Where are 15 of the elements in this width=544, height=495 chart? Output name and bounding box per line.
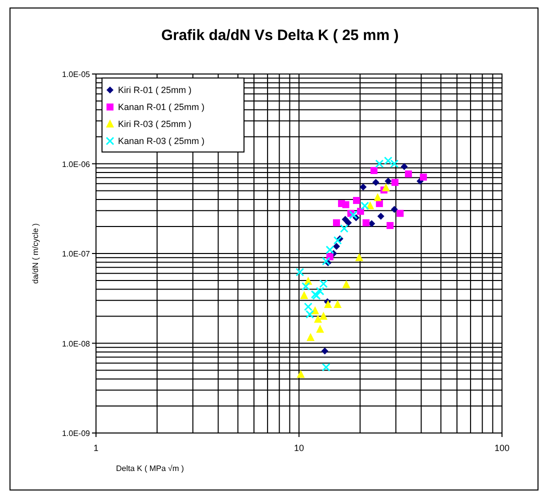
- legend-label: Kiri R-03 ( 25mm ): [118, 119, 192, 129]
- y-tick-label: 1.0E-08: [62, 339, 91, 348]
- x-tick-label: 100: [494, 443, 510, 453]
- chart-title: Grafik da/dN Vs Delta K ( 25 mm ): [161, 27, 399, 44]
- y-tick-label: 1.0E-05: [62, 70, 91, 79]
- legend-label: Kiri R-01 ( 25mm ): [118, 85, 192, 95]
- legend-label: Kanan R-01 ( 25mm ): [118, 102, 205, 112]
- y-axis-title: da/dN ( m/cycle ): [31, 222, 40, 284]
- y-tick-label: 1.0E-06: [62, 160, 91, 169]
- legend-label: Kanan R-03 ( 25mm ): [118, 136, 205, 146]
- y-tick-label: 1.0E-07: [62, 250, 91, 258]
- x-axis-title: Delta K ( MPa √m ): [116, 464, 184, 473]
- x-tick-label: 1: [93, 443, 99, 453]
- x-tick-label: 10: [294, 443, 304, 453]
- y-tick-label: 1.0E-09: [62, 429, 91, 438]
